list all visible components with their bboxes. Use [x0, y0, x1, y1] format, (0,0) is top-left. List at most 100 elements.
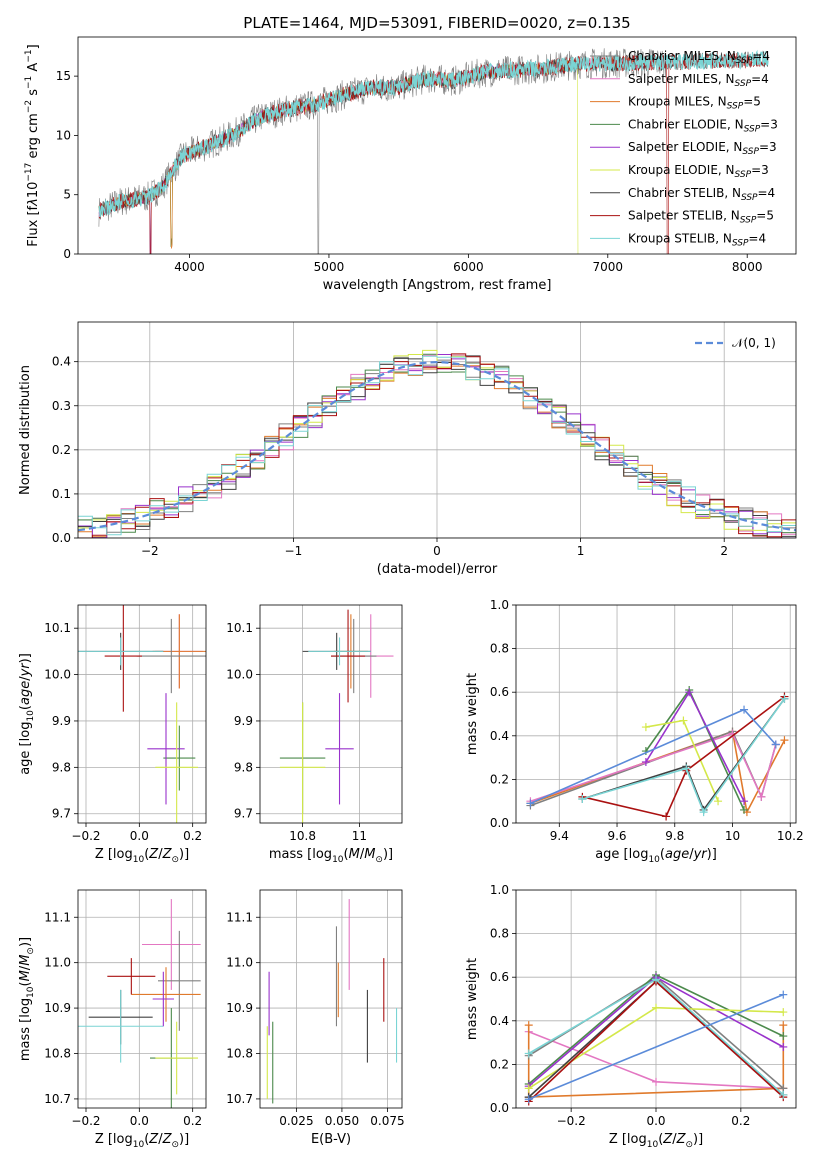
panel-mass-vs-Z: −0.2 0.0 0.2 10.7 10.8 10.9 11.0 11.1 Z [log10(Z…: [18, 889, 207, 1150]
y-tick-label: 1.0: [490, 883, 509, 897]
legend-suffix: =4: [752, 49, 770, 63]
legend-entry: Chabrier ELODIE, NSSP=3: [628, 117, 778, 134]
histogram-step: [78, 355, 796, 536]
weight-marker: [679, 716, 688, 725]
weight-marker: [740, 797, 749, 806]
y-tick-label: 0.2: [52, 443, 71, 457]
legend-entry: Kroupa MILES, NSSP=5: [628, 95, 761, 112]
legend-sub: SSP: [735, 79, 752, 89]
x-tick-label: −0.2: [557, 1114, 586, 1128]
weight-line: [582, 698, 786, 814]
legend-entry: Salpeter STELIB, NSSP=5: [628, 209, 774, 226]
legend-text: Kroupa ELODIE, N: [628, 163, 735, 177]
weight-marker: [526, 799, 535, 808]
x-tick-label: 0.2: [731, 1114, 750, 1128]
y-tick-label: 0: [63, 247, 71, 261]
plot-area: [260, 890, 402, 1108]
x-tick-label: 6000: [453, 260, 484, 274]
weight-marker: [740, 805, 749, 814]
panel-residuals: −2 −1 0 1 2 0.0 0.1 0.2 0.3 0.4 (data-model)/error…: [18, 321, 797, 577]
y-tick-label: 0.8: [490, 927, 509, 941]
weight-line: [527, 1025, 785, 1098]
legend-suffix: =4: [758, 186, 776, 200]
y-tick-label: 10.7: [226, 1092, 253, 1106]
legend-entry: Kroupa STELIB, NSSP=4: [628, 231, 766, 248]
histogram-step: [78, 349, 796, 531]
panel-spectrum: 4000 5000 6000 7000 8000 0 5 10 15 wavelength [An…: [24, 36, 797, 293]
plot-area: [78, 322, 796, 538]
panel-mass-vs-ebv: 0.025 0.050 0.075 10.7 10.8 10.9 11.0 11.1 E(B-V…: [226, 889, 405, 1147]
x-tick-label: 8000: [732, 260, 763, 274]
y-tick-label: 11.1: [44, 910, 71, 924]
y-tick-label: 10.9: [226, 1001, 253, 1015]
weight-line: [582, 698, 786, 812]
legend-text: Salpeter ELODIE, N: [628, 140, 742, 154]
weight-marker: [578, 795, 587, 804]
weight-line: [645, 719, 719, 802]
panel-weight-vs-Z: −0.2 0.0 0.2 0.0 0.2 0.4 0.6 0.8 1.0 Z [log10(Z/Z…: [465, 883, 797, 1150]
axes-frame: [77, 889, 207, 1109]
y-tick-label: 0.6: [490, 685, 509, 699]
x-tick-label: 0.0: [130, 1114, 149, 1128]
legend-sub: SSP: [742, 147, 759, 157]
y-axis-label: age [log10(age/yr)]: [18, 653, 36, 775]
weight-marker: [779, 1021, 788, 1030]
y-tick-label: 0.1: [52, 487, 71, 501]
y-tick-label: 10.1: [44, 621, 71, 635]
legend-text: Chabrier ELODIE, N: [628, 117, 744, 131]
plot-area: [98, 48, 769, 254]
x-axis-label: wavelength [Angstrom, rest frame]: [323, 278, 552, 293]
legend-text: Chabrier MILES, N: [628, 49, 736, 63]
x-axis-label: Z [log10(Z/Z⊙)]: [95, 1132, 189, 1150]
weight-marker: [641, 723, 650, 732]
x-tick-label: 9.8: [665, 829, 684, 843]
y-tick-label: 10: [56, 128, 71, 142]
y-tick-label: 9.9: [52, 714, 71, 728]
legend-sub: SSP: [727, 102, 744, 112]
x-tick-label: 1: [577, 544, 585, 558]
x-tick-label: 9.4: [550, 829, 569, 843]
y-tick-label: 15: [56, 69, 71, 83]
legend-suffix: =4: [748, 231, 766, 245]
weight-marker: [685, 688, 694, 697]
y-tick-label: 9.9: [234, 714, 253, 728]
weight-marker: [524, 1021, 533, 1030]
legend-suffix: =3: [760, 117, 778, 131]
y-tick-label: 11.0: [226, 956, 253, 970]
y-tick-label: 9.7: [234, 807, 253, 821]
weight-line: [528, 993, 784, 1101]
axes-frame: [259, 604, 403, 824]
x-axis-label: Z [log10(Z/Z⊙)]: [609, 1132, 703, 1150]
plot-area: [516, 890, 796, 1108]
x-axis-label: Z [log10(Z/Z⊙)]: [95, 847, 189, 865]
weight-marker: [652, 1077, 660, 1086]
x-axis-label: mass [log10(M/M⊙)]: [269, 847, 393, 865]
plot-area: [78, 605, 206, 823]
legend-sub: SSP: [740, 216, 757, 226]
x-tick-label: 10.8: [289, 829, 316, 843]
y-axis-label: mass weight: [465, 673, 480, 755]
y-tick-label: 10.7: [44, 1092, 71, 1106]
gaussian-curve: [78, 360, 796, 532]
y-tick-label: 10.8: [44, 1047, 71, 1061]
x-tick-label: 9.6: [607, 829, 626, 843]
x-tick-label: 0.2: [183, 829, 202, 843]
weight-marker: [779, 990, 788, 999]
legend-sub: SSP: [744, 124, 761, 134]
y-tick-label: 9.8: [234, 760, 253, 774]
y-axis-label: mass [log10(M/M⊙)]: [18, 937, 36, 1061]
legend-entry: Salpeter ELODIE, NSSP=3: [628, 140, 777, 157]
legend-suffix: =3: [751, 163, 769, 177]
y-tick-label: 0.2: [490, 1057, 509, 1071]
weight-marker: [779, 1042, 788, 1051]
x-tick-label: −1: [285, 544, 303, 558]
histogram-step: [78, 353, 796, 538]
y-tick-label: 10.1: [226, 621, 253, 635]
weight-marker: [779, 1090, 788, 1099]
legend-sub: SSP: [732, 238, 749, 248]
legend-text: Salpeter STELIB, N: [628, 209, 740, 223]
legend-sub: SSP: [741, 193, 758, 203]
weight-marker: [524, 1049, 533, 1058]
x-tick-label: 0.075: [370, 1114, 404, 1128]
legend-entry: Chabrier MILES, NSSP=4: [628, 49, 770, 66]
